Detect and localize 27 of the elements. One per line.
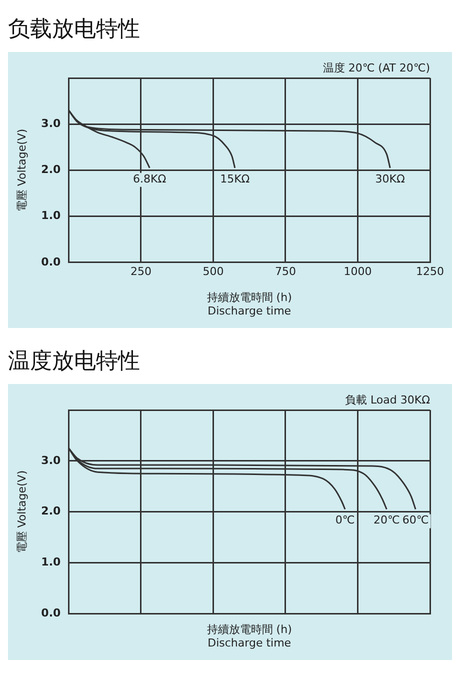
- y-tick-label: 1.0: [41, 556, 62, 569]
- chart-title: 温度放电特性: [8, 348, 141, 376]
- series-label: 6.8KΩ: [133, 172, 166, 186]
- series-label: 15KΩ: [220, 172, 250, 186]
- y-tick-label: 2.0: [41, 163, 62, 176]
- y-tick-label: 3.0: [41, 454, 62, 467]
- y-axis-title: 電壓 Voltage(V): [15, 470, 28, 554]
- series-label: 60℃: [402, 514, 429, 527]
- x-tick-label: 1000: [344, 264, 372, 278]
- x-axis-title: 持續放電時間 (h) Discharge time: [206, 291, 292, 318]
- y-axis-title: 電壓 Voltage(V): [15, 128, 28, 212]
- series-label: 20℃: [373, 514, 400, 527]
- x-tick-label: 250: [130, 264, 152, 278]
- x-tick-label: 1250: [416, 264, 444, 278]
- chart-title: 负载放电特性: [8, 16, 141, 44]
- y-tick-label: 0.0: [41, 606, 62, 620]
- y-tick-label: 1.0: [41, 209, 62, 222]
- y-tick-label: 2.0: [41, 504, 62, 518]
- text: 負載 Load 30KΩ: [345, 393, 430, 406]
- text: 温度 20℃ (AT 20℃): [322, 61, 430, 74]
- y-tick-label: 0.0: [41, 255, 62, 268]
- series-label: 30KΩ: [375, 172, 405, 186]
- y-tick-label: 3.0: [41, 116, 62, 130]
- series-label: 0℃: [335, 514, 355, 527]
- x-tick-label: 500: [202, 264, 224, 278]
- x-axis-title: 持續放電時間 (h) Discharge time: [206, 623, 292, 650]
- x-tick-label: 750: [274, 264, 296, 278]
